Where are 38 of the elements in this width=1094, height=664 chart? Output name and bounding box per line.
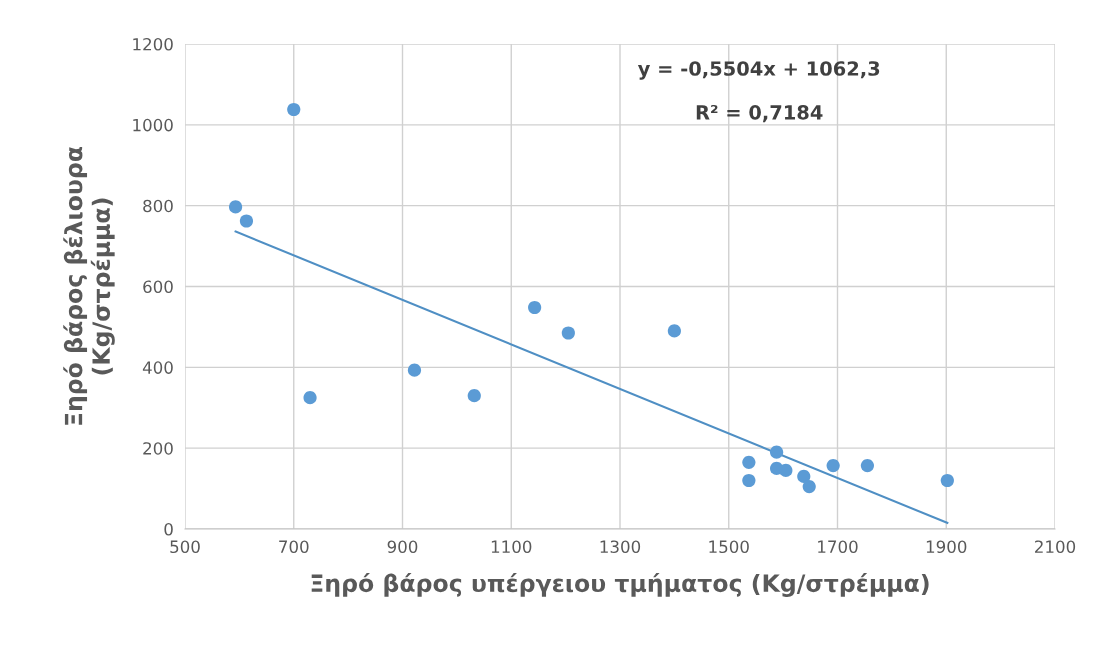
x-axis-title: Ξηρό βάρος υπέργειου τμήματος (Kg/στρέμμα): [311, 572, 929, 597]
x-tick-label: 1900: [926, 540, 967, 554]
point: [561, 326, 575, 340]
y-tick-label: 0: [164, 522, 173, 536]
point: [303, 391, 317, 405]
point: [742, 455, 756, 469]
point: [940, 473, 954, 488]
annotation: R² = 0,7184: [696, 104, 823, 123]
y-tick-label: 200: [143, 442, 173, 455]
x-tick-label: 500: [170, 540, 200, 554]
x-tick-label: 1300: [600, 540, 641, 554]
point: [407, 363, 422, 377]
point: [779, 463, 793, 477]
y-tick-label: 800: [143, 199, 173, 213]
point: [667, 324, 681, 338]
point: [228, 200, 243, 214]
x-tick-label: 900: [387, 540, 418, 554]
x-tick-label: 1500: [709, 540, 749, 554]
annotation: y = -0,5504x + 1062,3: [637, 61, 880, 80]
point: [860, 458, 874, 473]
point: [797, 469, 811, 484]
y-tick-label: 1000: [133, 118, 173, 132]
x-tick-label: 2100: [1035, 540, 1076, 554]
x-tick-label: 700: [279, 540, 309, 554]
x-tick-label: 1700: [818, 540, 858, 554]
point: [742, 473, 756, 488]
y-tick-label: 1200: [133, 37, 173, 51]
point: [770, 445, 784, 459]
point: [239, 214, 254, 228]
y-axis-title: Ξηρό βάρος βέλιουρα (Kg/στρέμμα): [63, 146, 115, 425]
point: [528, 300, 542, 315]
y-tick-label: 400: [142, 361, 173, 374]
point: [287, 102, 301, 117]
x-tick-label: 1100: [491, 540, 532, 554]
y-tick-label: 600: [143, 280, 173, 294]
point: [802, 479, 816, 494]
point: [467, 389, 481, 403]
point: [826, 458, 840, 473]
